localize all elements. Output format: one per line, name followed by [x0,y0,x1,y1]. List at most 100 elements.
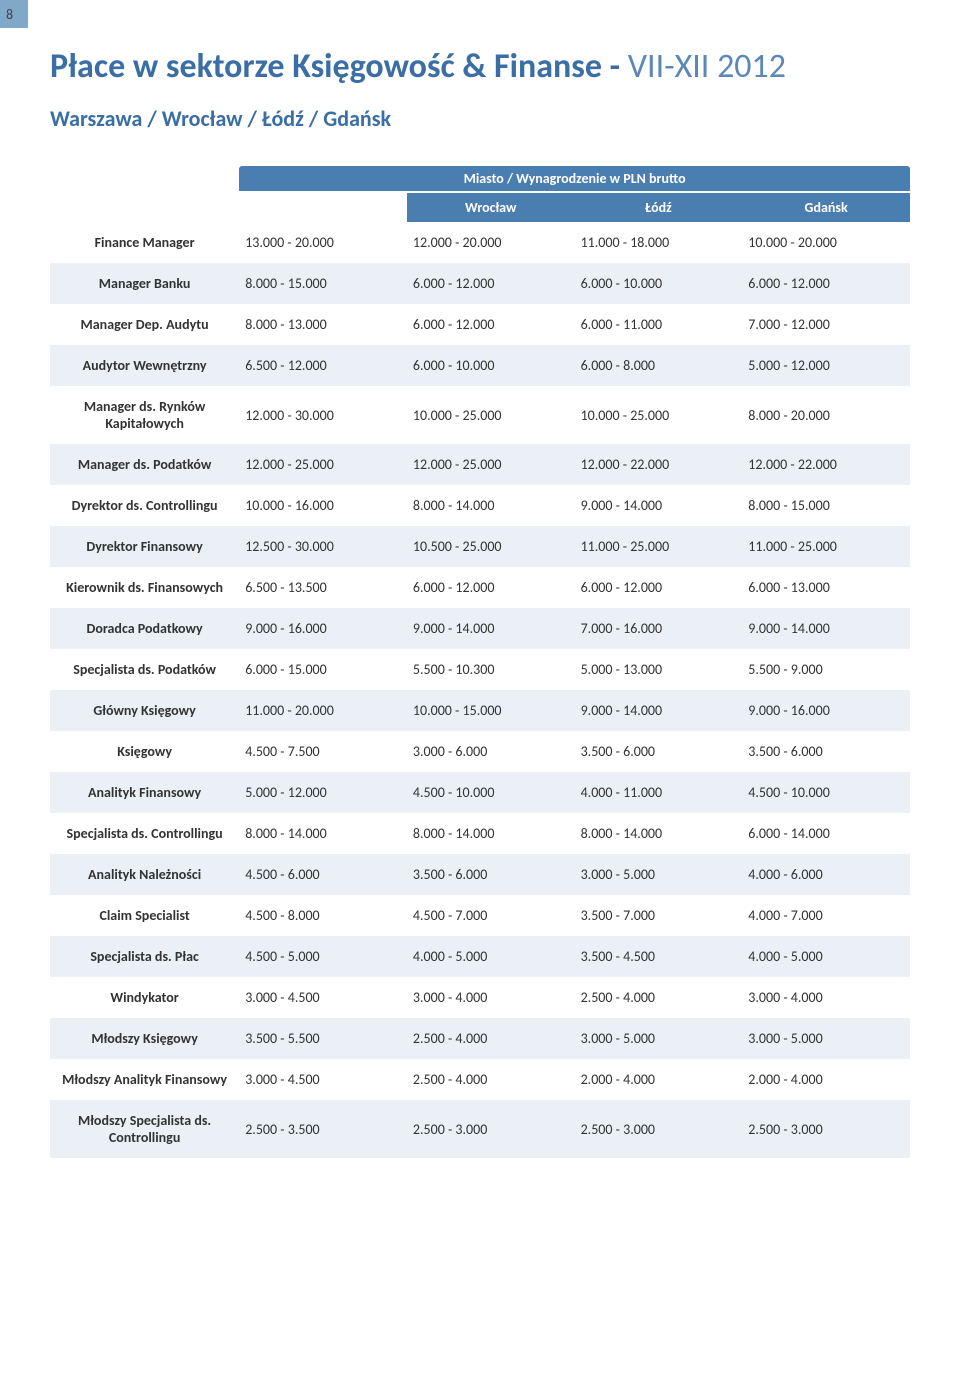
value-cell: 6.000 - 12.000 [407,304,575,345]
value-cell: 4.000 - 6.000 [742,854,910,895]
position-cell: Manager Dep. Audytu [50,304,239,345]
value-cell: 6.000 - 11.000 [575,304,743,345]
value-cell: 8.000 - 14.000 [407,485,575,526]
value-cell: 6.000 - 12.000 [407,263,575,304]
value-cell: 3.000 - 5.000 [575,1018,743,1059]
value-cell: 2.000 - 4.000 [742,1059,910,1100]
value-cell: 12.000 - 25.000 [407,444,575,485]
position-cell: Audytor Wewnętrzny [50,345,239,386]
value-cell: 11.000 - 20.000 [239,690,407,731]
position-cell: Główny Księgowy [50,690,239,731]
position-cell: Windykator [50,977,239,1018]
value-cell: 5.000 - 12.000 [742,345,910,386]
table-row: Młodszy Księgowy3.500 - 5.5002.500 - 4.0… [50,1018,910,1059]
table-row: Główny Księgowy11.000 - 20.00010.000 - 1… [50,690,910,731]
position-cell: Claim Specialist [50,895,239,936]
value-cell: 2.500 - 3.000 [742,1100,910,1158]
value-cell: 3.000 - 5.000 [742,1018,910,1059]
value-cell: 13.000 - 20.000 [239,222,407,263]
value-cell: 4.000 - 11.000 [575,772,743,813]
position-cell: Młodszy Analityk Finansowy [50,1059,239,1100]
value-cell: 6.000 - 14.000 [742,813,910,854]
position-cell: Analityk Należności [50,854,239,895]
value-cell: 7.000 - 12.000 [742,304,910,345]
value-cell: 3.000 - 5.000 [575,854,743,895]
value-cell: 3.500 - 6.000 [742,731,910,772]
position-cell: Kierownik ds. Finansowych [50,567,239,608]
table-row: Młodszy Specjalista ds. Controllingu2.50… [50,1100,910,1158]
value-cell: 9.000 - 14.000 [575,485,743,526]
value-cell: 4.500 - 10.000 [742,772,910,813]
value-cell: 2.500 - 3.000 [407,1100,575,1158]
value-cell: 4.500 - 8.000 [239,895,407,936]
value-cell: 2.000 - 4.000 [575,1059,743,1100]
value-cell: 7.000 - 16.000 [575,608,743,649]
value-cell: 2.500 - 4.000 [407,1059,575,1100]
value-cell: 8.000 - 15.000 [742,485,910,526]
value-cell: 6.000 - 13.000 [742,567,910,608]
value-cell: 4.500 - 6.000 [239,854,407,895]
table-row: Kierownik ds. Finansowych6.500 - 13.5006… [50,567,910,608]
position-cell: Specjalista ds. Controllingu [50,813,239,854]
table-row: Dyrektor ds. Controllingu10.000 - 16.000… [50,485,910,526]
table-row: Analityk Należności4.500 - 6.0003.500 - … [50,854,910,895]
table-row: Manager Banku8.000 - 15.0006.000 - 12.00… [50,263,910,304]
table-row: Manager ds. Rynków Kapitałowych12.000 - … [50,386,910,444]
value-cell: 4.500 - 7.000 [407,895,575,936]
value-cell: 11.000 - 25.000 [742,526,910,567]
value-cell: 8.000 - 14.000 [575,813,743,854]
value-cell: 9.000 - 16.000 [742,690,910,731]
position-cell: Dyrektor ds. Controllingu [50,485,239,526]
corner-decoration [0,0,28,28]
value-cell: 8.000 - 14.000 [407,813,575,854]
column-header-city-2: Łódź [575,192,743,222]
table-row: Audytor Wewnętrzny6.500 - 12.0006.000 - … [50,345,910,386]
page-title: Płace w sektorze Księgowość & Finanse - … [50,46,910,87]
value-cell: 10.000 - 25.000 [575,386,743,444]
column-header-city-0: Warszawa [239,192,407,222]
value-cell: 3.500 - 7.000 [575,895,743,936]
value-cell: 10.000 - 16.000 [239,485,407,526]
value-cell: 3.500 - 6.000 [407,854,575,895]
column-header-city-3: Gdańsk [742,192,910,222]
value-cell: 12.500 - 30.000 [239,526,407,567]
position-cell: Młodszy Księgowy [50,1018,239,1059]
value-cell: 3.500 - 4.500 [575,936,743,977]
value-cell: 9.000 - 16.000 [239,608,407,649]
page-number: 8 [6,6,13,23]
value-cell: 6.000 - 10.000 [575,263,743,304]
position-cell: Specjalista ds. Podatków [50,649,239,690]
position-cell: Manager ds. Podatków [50,444,239,485]
value-cell: 6.000 - 12.000 [407,567,575,608]
value-cell: 2.500 - 3.500 [239,1100,407,1158]
position-cell: Młodszy Specjalista ds. Controllingu [50,1100,239,1158]
position-cell: Dyrektor Finansowy [50,526,239,567]
value-cell: 6.500 - 13.500 [239,567,407,608]
table-row: Analityk Finansowy5.000 - 12.0004.500 - … [50,772,910,813]
value-cell: 5.500 - 10.300 [407,649,575,690]
value-cell: 4.000 - 5.000 [742,936,910,977]
table-row: Księgowy4.500 - 7.5003.000 - 6.0003.500 … [50,731,910,772]
table-row: Doradca Podatkowy9.000 - 16.0009.000 - 1… [50,608,910,649]
table-row: Claim Specialist4.500 - 8.0004.500 - 7.0… [50,895,910,936]
value-cell: 9.000 - 14.000 [407,608,575,649]
value-cell: 6.000 - 15.000 [239,649,407,690]
value-cell: 10.000 - 15.000 [407,690,575,731]
table-row: Manager ds. Podatków 12.000 - 25.00012.00… [50,444,910,485]
position-cell: Manager Banku [50,263,239,304]
value-cell: 6.500 - 12.000 [239,345,407,386]
value-cell: 12.000 - 22.000 [575,444,743,485]
table-row: Specjalista ds. Controllingu 8.000 - 14.0… [50,813,910,854]
value-cell: 2.500 - 4.000 [575,977,743,1018]
page-subtitle: Warszawa / Wrocław / Łódź / Gdańsk [50,105,910,132]
value-cell: 5.000 - 12.000 [239,772,407,813]
position-cell: Specjalista ds. Płac [50,936,239,977]
value-cell: 4.500 - 10.000 [407,772,575,813]
value-cell: 5.500 - 9.000 [742,649,910,690]
position-cell: Analityk Finansowy [50,772,239,813]
title-strong: Płace w sektorze Księgowość & Finanse - [50,46,620,87]
value-cell: 6.000 - 12.000 [742,263,910,304]
table-row: Dyrektor Finansowy12.500 - 30.00010.500 … [50,526,910,567]
value-cell: 8.000 - 13.000 [239,304,407,345]
value-cell: 3.500 - 5.500 [239,1018,407,1059]
